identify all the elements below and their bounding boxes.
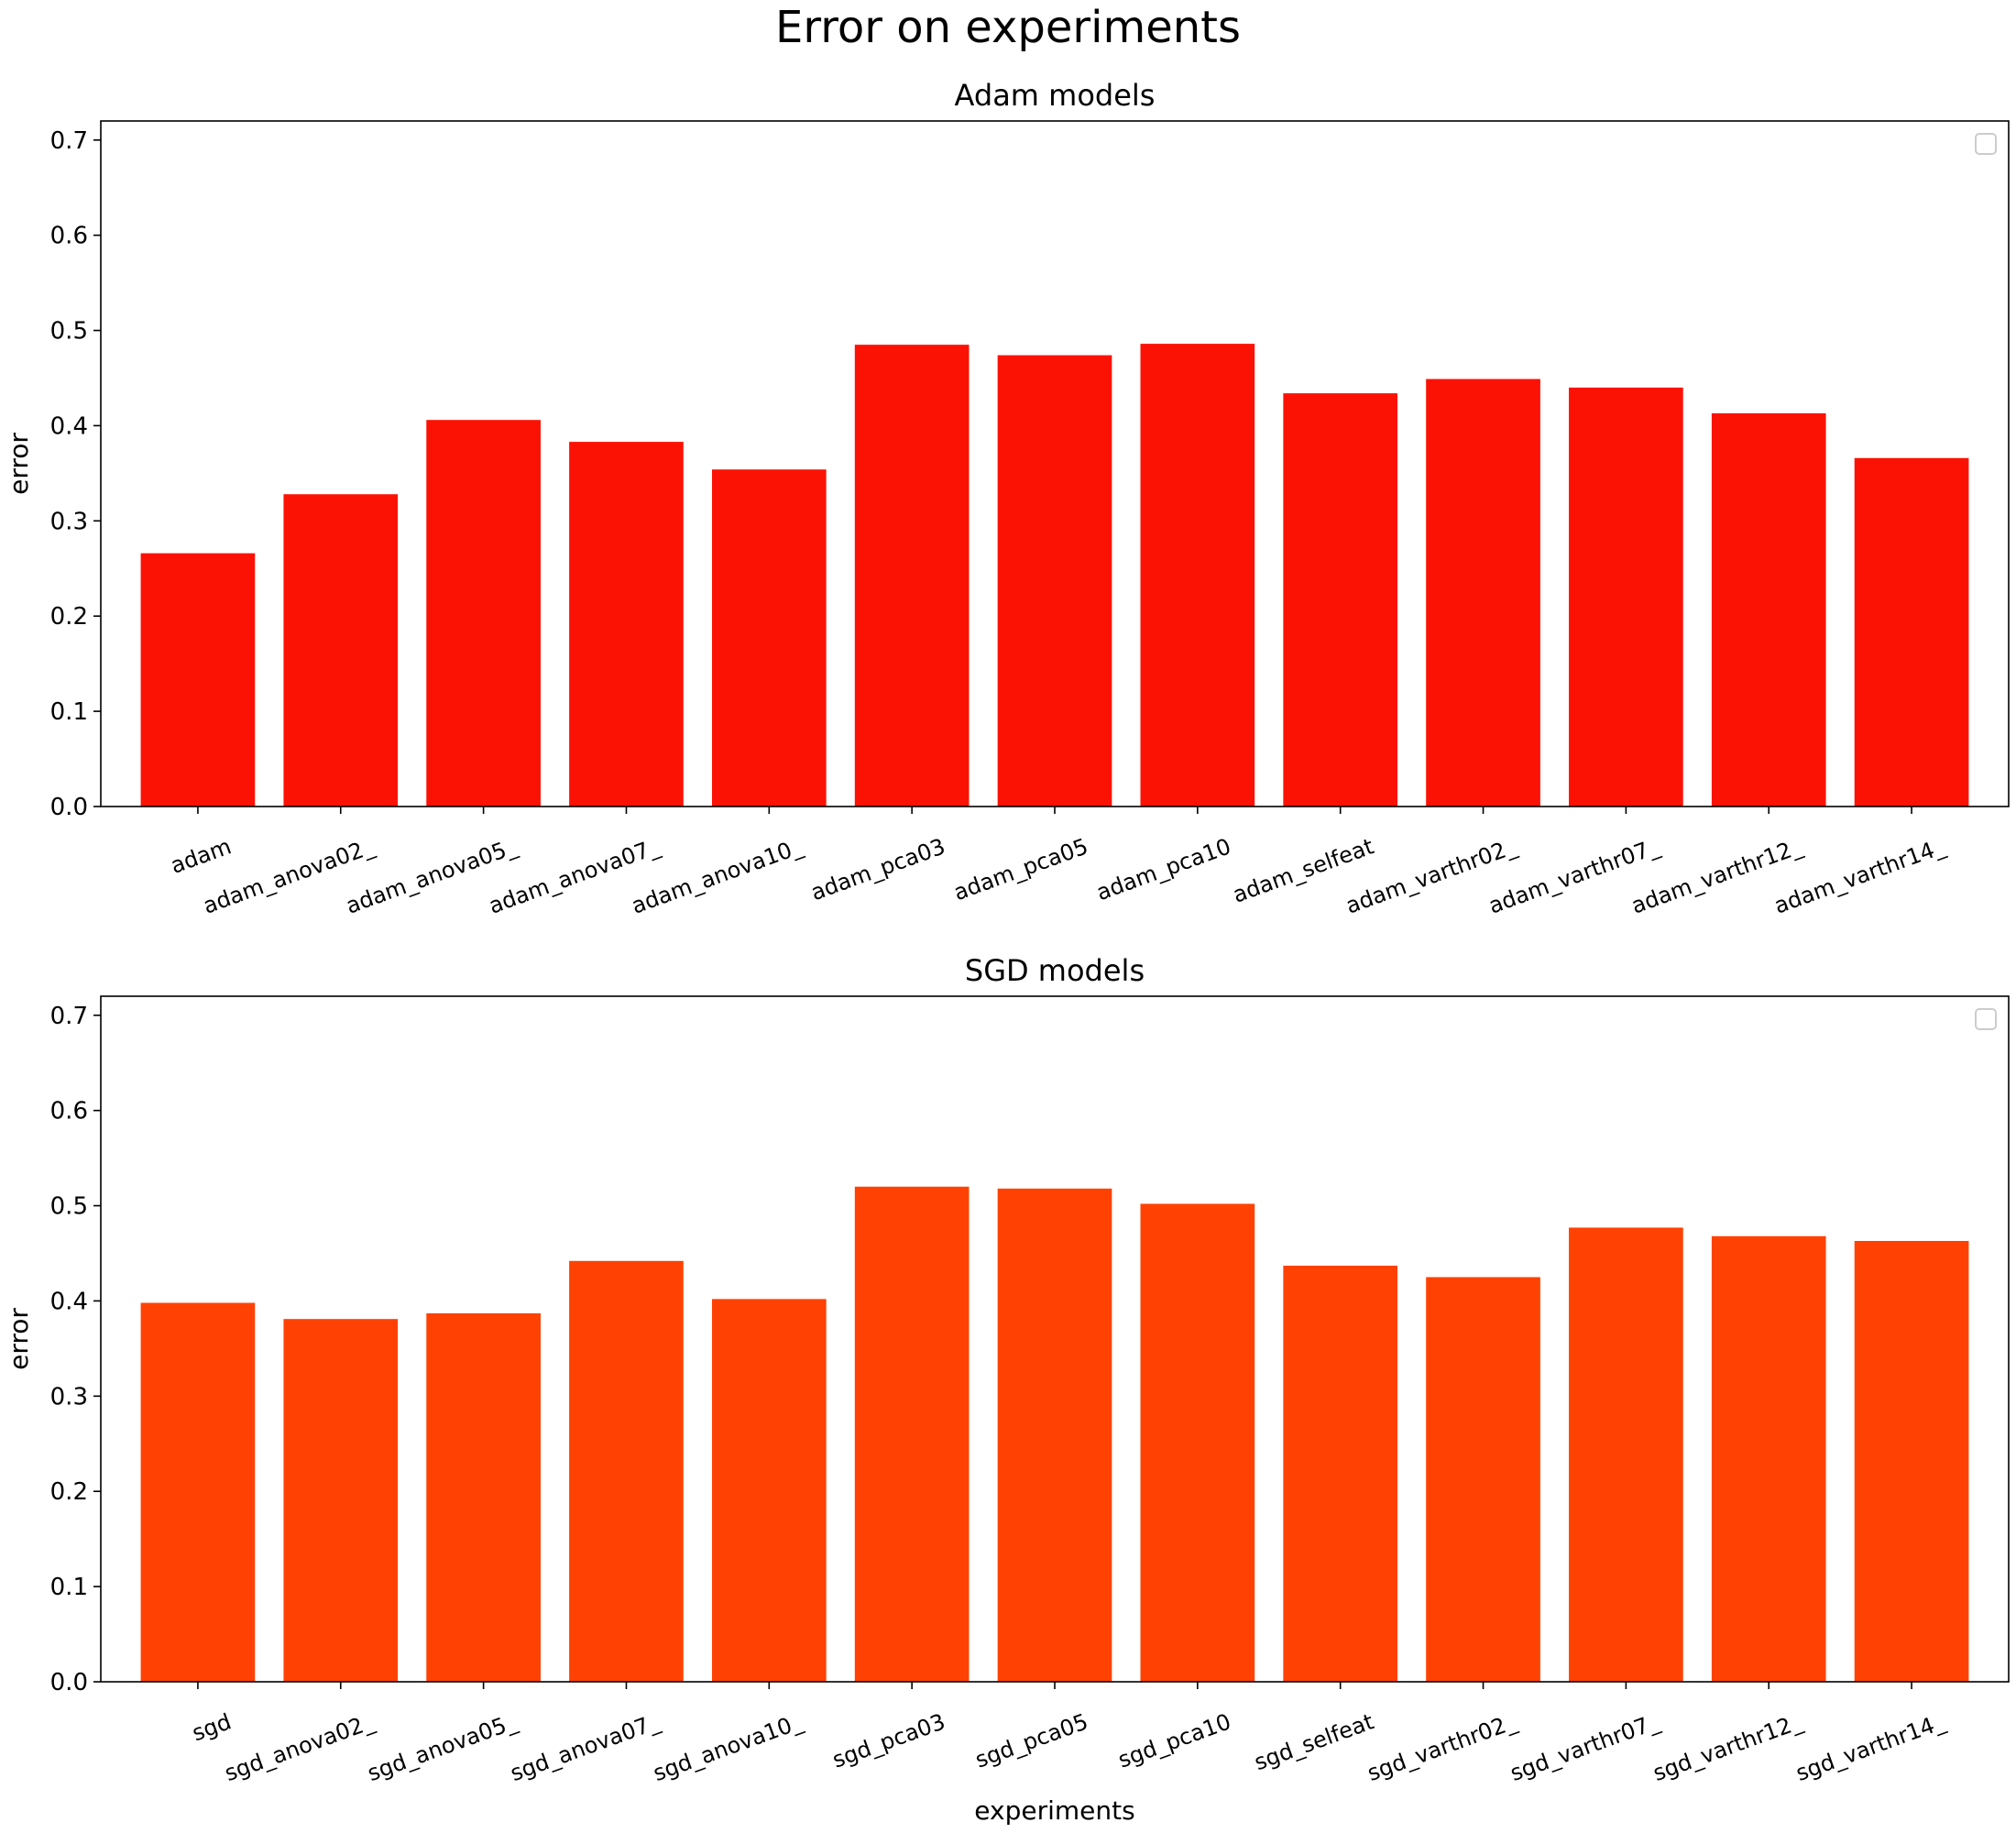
bar-adam-pca10 xyxy=(1140,344,1255,807)
x-tick-label-sgd-varthr14: sgd_varthr14_ xyxy=(1792,1708,1949,1786)
bar-adam-anova02 xyxy=(283,494,399,807)
bar-adam-varthr12 xyxy=(1711,412,1826,807)
y-tick-label: 0.5 xyxy=(50,1193,88,1221)
y-tick-label: 0.4 xyxy=(50,412,88,440)
bar-sgd-anova02 xyxy=(283,1319,399,1682)
bar-adam-anova05 xyxy=(426,420,541,807)
y-tick-label: 0.7 xyxy=(50,1003,88,1030)
y-tick-label: 0.2 xyxy=(50,1478,88,1506)
bar-adam xyxy=(140,553,256,807)
bar-adam-varthr14 xyxy=(1854,457,1969,807)
bar-sgd-pca05 xyxy=(997,1188,1112,1682)
bar-sgd-anova05 xyxy=(426,1312,541,1682)
bar-sgd-varthr02 xyxy=(1426,1277,1540,1682)
bar-adam-pca05 xyxy=(997,355,1112,807)
bar-sgd-varthr12 xyxy=(1711,1235,1826,1682)
x-tick-label-sgd-anova02: sgd_anova02_ xyxy=(222,1708,378,1786)
x-tick-label-sgd-varthr02: sgd_varthr02_ xyxy=(1364,1708,1521,1786)
bar-sgd-anova07 xyxy=(569,1260,684,1682)
x-tick-label-adam-pca10: adam_pca10 xyxy=(1093,833,1234,906)
y-tick-label: 0.1 xyxy=(50,1574,88,1601)
x-tick-label-adam-pca05: adam_pca05 xyxy=(950,833,1091,906)
y-tick-label: 0.7 xyxy=(50,127,88,155)
x-tick-label-sgd-varthr07: sgd_varthr07_ xyxy=(1507,1708,1663,1786)
bar-sgd-pca03 xyxy=(854,1186,970,1682)
bar-sgd xyxy=(140,1302,256,1682)
bar-sgd-varthr07 xyxy=(1569,1227,1683,1682)
x-axis-label: experiments xyxy=(974,1795,1134,1826)
figure-title: Error on experiments xyxy=(775,2,1241,53)
legend-box xyxy=(1975,133,1997,155)
bar-sgd-anova10 xyxy=(711,1299,827,1682)
y-tick-label: 0.0 xyxy=(50,1669,88,1696)
x-tick-label-sgd-anova05: sgd_anova05_ xyxy=(364,1708,520,1786)
x-tick-label-sgd-pca10: sgd_pca10 xyxy=(1114,1708,1233,1773)
bar-adam-pca03 xyxy=(854,345,970,807)
x-tick-label-adam-pca03: adam_pca03 xyxy=(807,833,948,906)
bar-adam-varthr02 xyxy=(1426,379,1540,807)
y-tick-label: 0.3 xyxy=(50,508,88,535)
bar-sgd-selfeat xyxy=(1283,1266,1398,1682)
bar-adam-anova07 xyxy=(569,442,684,807)
x-tick-label-sgd: sgd xyxy=(189,1708,235,1746)
x-tick-label-sgd-anova10: sgd_anova10_ xyxy=(650,1708,806,1786)
sgd-models-subplot: SGD models0.00.10.20.30.40.50.60.7sgdsgd… xyxy=(4,953,2010,1826)
y-tick-label: 0.1 xyxy=(50,698,88,726)
y-axis-label: error xyxy=(4,433,34,495)
y-tick-label: 0.5 xyxy=(50,318,88,346)
legend-box xyxy=(1975,1008,1997,1030)
x-tick-label-sgd-pca03: sgd_pca03 xyxy=(829,1708,948,1773)
x-tick-label-sgd-selfeat: sgd_selfeat xyxy=(1251,1708,1377,1775)
bar-adam-anova10 xyxy=(711,469,827,807)
x-tick-label-adam: adam xyxy=(167,833,235,879)
y-axis-label: error xyxy=(4,1308,34,1370)
bar-adam-varthr07 xyxy=(1569,387,1683,807)
bar-sgd-pca10 xyxy=(1140,1203,1255,1682)
bar-adam-selfeat xyxy=(1283,393,1398,807)
y-tick-label: 0.6 xyxy=(50,1098,88,1125)
subplot-title: SGD models xyxy=(965,953,1145,988)
x-tick-label-sgd-anova07: sgd_anova07_ xyxy=(507,1708,663,1786)
y-tick-label: 0.2 xyxy=(50,603,88,631)
x-tick-label-sgd-pca05: sgd_pca05 xyxy=(972,1708,1091,1773)
x-tick-label-sgd-varthr12: sgd_varthr12_ xyxy=(1649,1708,1806,1786)
y-tick-label: 0.3 xyxy=(50,1383,88,1410)
y-tick-label: 0.4 xyxy=(50,1288,88,1315)
y-tick-label: 0.0 xyxy=(50,794,88,821)
bar-sgd-varthr14 xyxy=(1854,1240,1969,1682)
adam-models-subplot: Adam models 0.0 0.1 0.2 0.3 0.4 0.5 0.6 0.7 adam a… xyxy=(4,78,2010,919)
subplot-title: Adam models xyxy=(955,78,1156,113)
y-tick-label: 0.6 xyxy=(50,223,88,250)
